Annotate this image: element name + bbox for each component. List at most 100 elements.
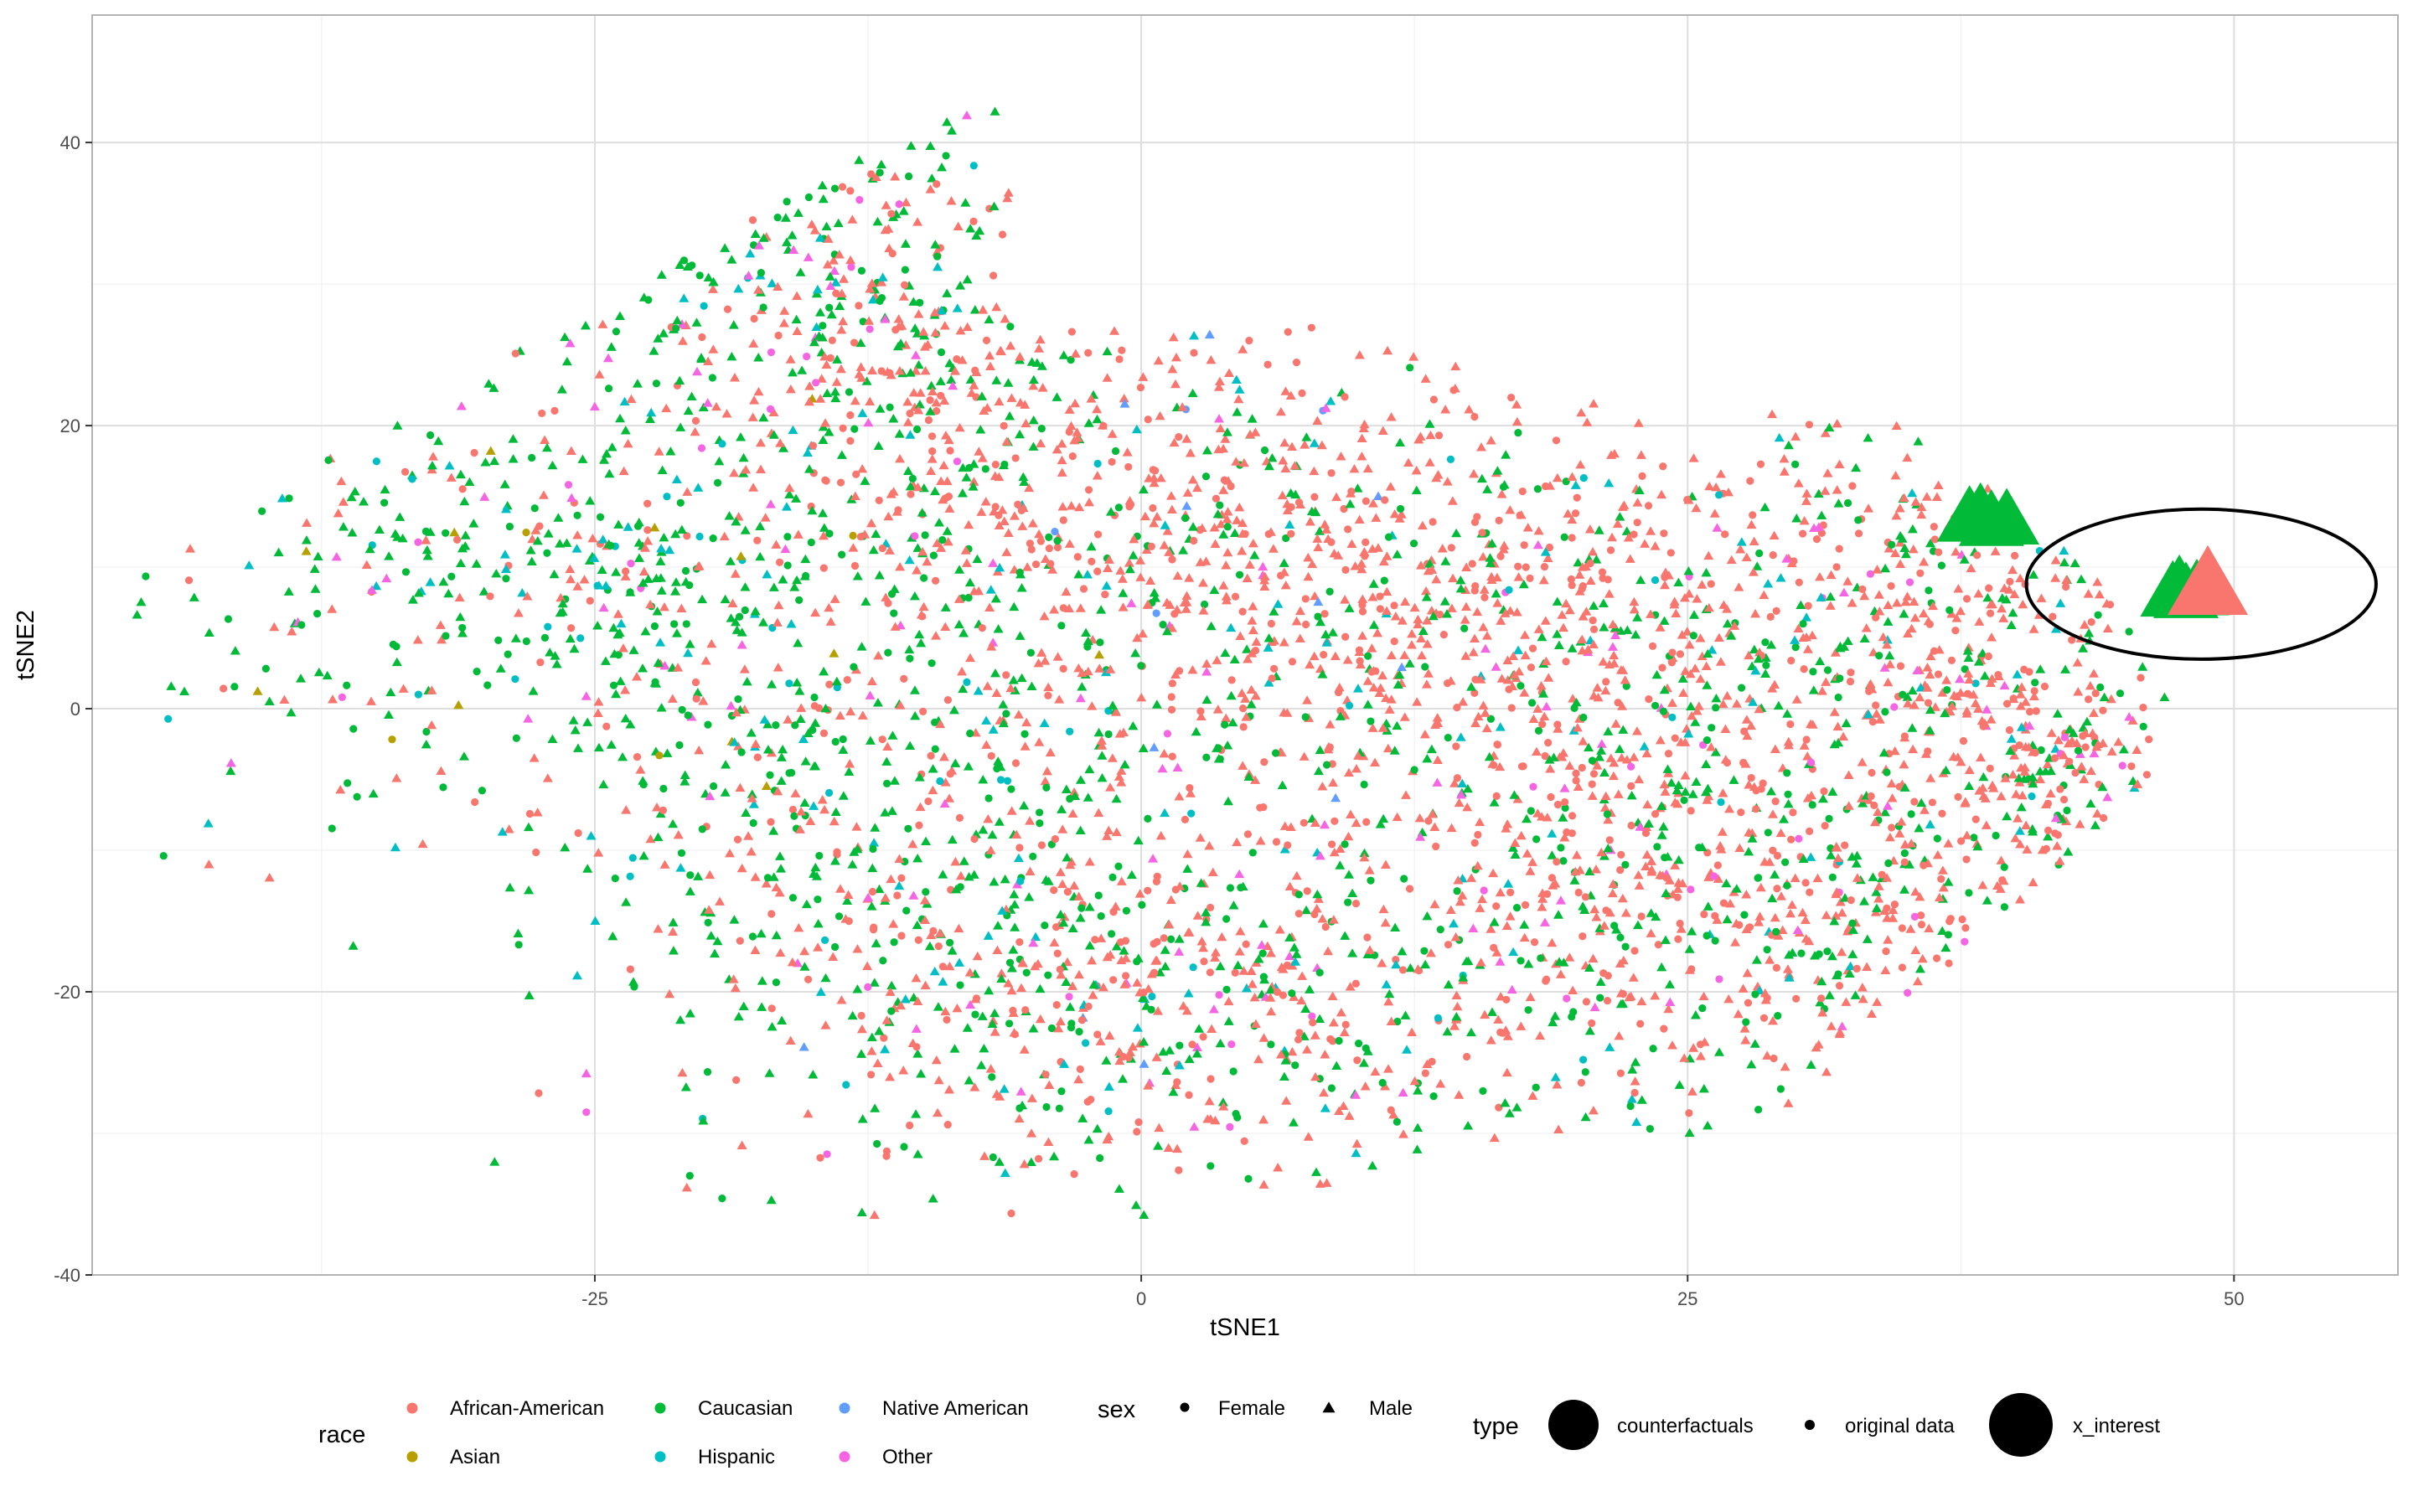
data-point-female — [2137, 673, 2145, 682]
data-point-female — [1737, 808, 1745, 817]
data-point-male — [361, 560, 372, 570]
data-point-male — [1077, 1113, 1088, 1122]
data-point-female — [1680, 796, 1688, 804]
data-point-female — [1561, 797, 1569, 807]
data-point-male — [1821, 1067, 1832, 1076]
data-point-male — [1421, 679, 1432, 689]
data-point-male — [939, 395, 950, 405]
data-point-male — [994, 817, 1005, 826]
data-point-male — [620, 714, 631, 723]
data-point-female — [1517, 957, 1525, 965]
data-point-male — [1961, 709, 1972, 718]
data-point-male — [1289, 942, 1300, 952]
data-point-male — [1172, 570, 1183, 581]
data-point-male — [708, 277, 719, 286]
data-point-male — [1201, 445, 1212, 455]
data-point-male — [1069, 435, 1080, 445]
data-point-male — [910, 710, 921, 720]
data-point-male — [2017, 790, 2028, 800]
data-point-male — [1357, 594, 1368, 603]
data-point-female — [1093, 530, 1103, 539]
data-point-male — [1015, 429, 1026, 439]
data-point-male — [1825, 591, 1836, 601]
data-point-male — [1255, 836, 1266, 845]
data-point-female — [1114, 503, 1123, 512]
data-point-female — [1636, 1019, 1645, 1028]
data-point-male — [1384, 704, 1395, 714]
data-point-female — [1063, 887, 1072, 896]
data-point-male — [931, 1055, 942, 1065]
data-point-male — [1028, 937, 1039, 947]
data-point-male — [913, 405, 924, 415]
data-point-male — [1599, 622, 1610, 632]
data-point-male — [1182, 849, 1193, 859]
data-point-male — [778, 745, 788, 754]
data-point-male — [1148, 854, 1159, 863]
data-point-female — [956, 981, 964, 989]
data-point-male — [1749, 644, 1759, 653]
data-point-male — [1882, 873, 1893, 882]
data-point-male — [1003, 378, 1014, 387]
data-point-male — [1390, 922, 1401, 932]
data-point-male — [854, 155, 865, 164]
data-point-female — [1244, 1174, 1253, 1183]
data-point-female — [1108, 873, 1117, 881]
data-point-male — [1609, 658, 1620, 668]
data-point-male — [692, 688, 703, 697]
data-point-male — [1241, 983, 1252, 993]
data-point-female — [1272, 838, 1281, 846]
data-point-male — [1223, 1016, 1234, 1025]
data-point-male — [686, 391, 697, 400]
data-point-male — [1687, 789, 1698, 798]
data-point-male — [962, 322, 973, 332]
data-point-male — [1132, 1023, 1143, 1032]
data-point-female — [819, 322, 827, 330]
data-point-male — [1717, 827, 1728, 836]
data-point-male — [1978, 771, 1989, 782]
data-point-female — [688, 261, 696, 270]
y-tick-label: 20 — [60, 415, 80, 436]
data-point-female — [1068, 452, 1077, 461]
data-point-male — [2043, 831, 2054, 841]
data-point-male — [1724, 803, 1735, 813]
data-point-male — [969, 380, 979, 390]
data-point-female — [1961, 665, 1969, 673]
data-point-male — [741, 676, 752, 686]
data-point-male — [1567, 643, 1578, 653]
data-point-female — [1190, 348, 1198, 357]
data-point-male — [1793, 623, 1804, 633]
data-point-male — [1766, 640, 1777, 649]
data-point-male — [380, 484, 390, 494]
data-point-male — [965, 999, 976, 1009]
data-point-male — [1646, 928, 1656, 937]
data-point-male — [874, 570, 885, 580]
data-point-male — [1221, 591, 1232, 601]
y-tick-label: 0 — [70, 699, 80, 720]
data-point-female — [1770, 1054, 1778, 1063]
data-point-male — [1134, 889, 1145, 898]
data-point-male — [1881, 639, 1892, 649]
data-point-female — [567, 624, 576, 632]
data-point-female — [1630, 947, 1639, 955]
data-point-male — [1733, 1009, 1744, 1019]
data-point-male — [581, 691, 592, 700]
data-point-female — [596, 513, 605, 521]
data-point-male — [1838, 731, 1849, 741]
data-point-male — [994, 1157, 1005, 1166]
data-point-male — [739, 664, 750, 673]
data-point-male — [726, 255, 737, 264]
data-point-male — [460, 541, 471, 550]
data-point-male — [1501, 823, 1511, 833]
data-point-male — [834, 710, 845, 720]
data-point-female — [1954, 792, 1962, 802]
data-point-male — [1300, 1004, 1311, 1014]
data-point-male — [279, 694, 290, 704]
data-point-male — [2028, 827, 2038, 836]
data-point-male — [652, 606, 663, 616]
data-point-male — [1997, 603, 2007, 613]
data-point-female — [698, 825, 706, 833]
data-point-female — [1059, 516, 1067, 524]
data-point-male — [1577, 562, 1588, 571]
data-point-male — [1284, 881, 1295, 890]
data-point-male — [1109, 326, 1120, 335]
